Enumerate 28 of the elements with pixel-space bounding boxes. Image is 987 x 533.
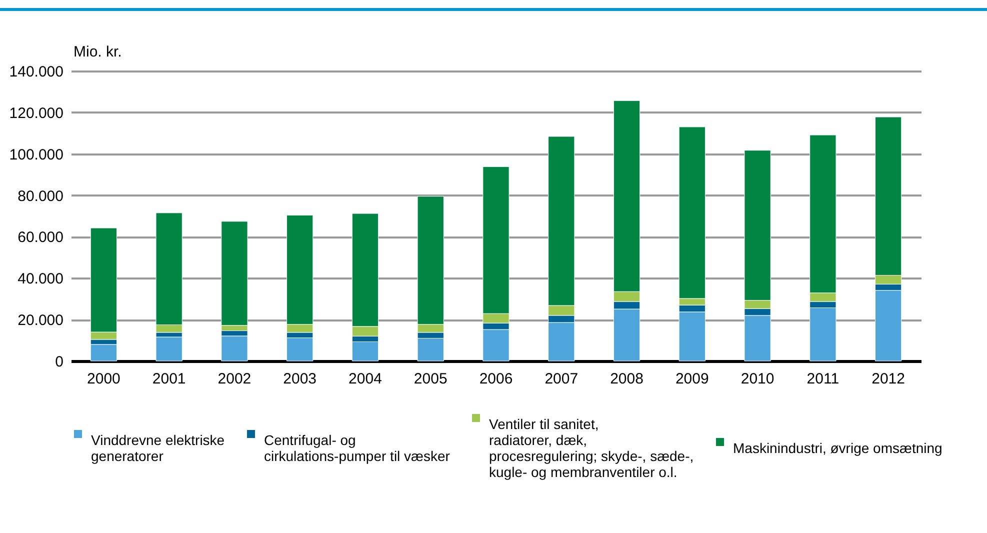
x-tick-label: 2003	[283, 370, 317, 388]
x-tick-label: 2000	[87, 370, 120, 388]
y-axis-title: Mio. kr.	[74, 44, 122, 60]
x-tick-label: 2012	[872, 370, 905, 388]
bar	[156, 336, 182, 362]
legend-label: Ventiler til sanitet, radiatorer, dæk, procesregulering; skyde-, sæde-, kugle- og membranventiler o.l.	[489, 416, 694, 480]
x-tick-label: 2008	[610, 370, 644, 388]
x-tick-label: 2004	[348, 370, 382, 388]
x-tick-label: 2001	[152, 370, 186, 388]
y-tick-label: 0	[55, 354, 64, 370]
x-tick-label: 2011	[806, 370, 840, 388]
x-tick-label: 2010	[740, 370, 774, 388]
y-tick-label: 20.000	[18, 312, 64, 330]
y-tick-label: 120.000	[9, 104, 64, 122]
y-tick-label: 40.000	[18, 270, 64, 288]
legend-label: Maskinindustri, øvrige omsætning	[733, 440, 942, 456]
y-tick-label: 140.000	[9, 64, 64, 80]
x-tick-label: 2005	[414, 370, 448, 388]
x-tick-label: 2007	[544, 370, 578, 388]
legend-label: Vinddrevne elektriske generatorer	[91, 432, 225, 464]
y-tick-label: 100.000	[9, 146, 64, 164]
x-tick-label: 2006	[479, 370, 513, 388]
bar	[90, 344, 118, 362]
legend-label: Centrifugal- og cirkulations-pumper til væsker	[264, 432, 450, 464]
x-tick-label: 2009	[675, 370, 709, 388]
y-tick-label: 80.000	[18, 188, 64, 205]
x-tick-label: 2002	[218, 370, 252, 388]
y-tick-label: 60.000	[18, 229, 64, 246]
